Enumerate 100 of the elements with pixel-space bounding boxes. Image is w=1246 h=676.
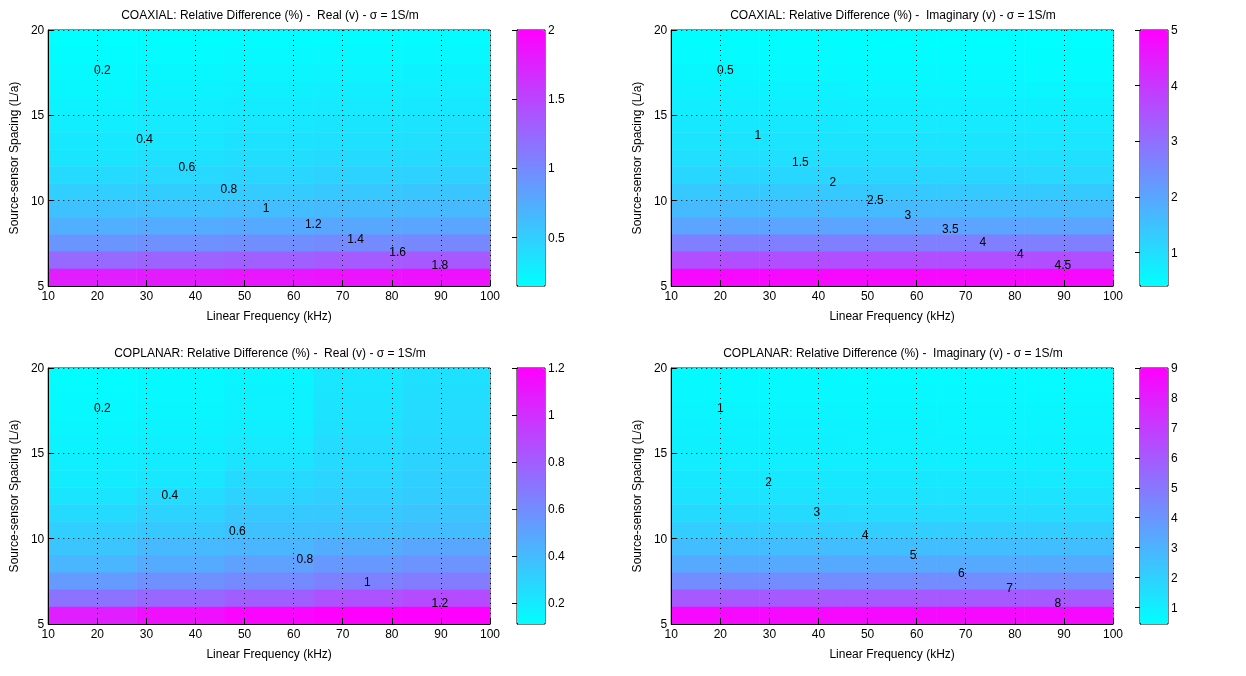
x-tick-label: 80 [1008, 627, 1022, 641]
color-bar-label: 0.4 [548, 548, 566, 563]
color-bar-label: 1 [1171, 600, 1178, 615]
annotation: 1 [262, 200, 270, 215]
annotation: 5 [909, 548, 917, 563]
annotation: 4.5 [1054, 257, 1072, 272]
y-tick-label: 20 [30, 23, 45, 37]
annotation: 1.5 [792, 154, 810, 169]
annotation: 1.8 [431, 257, 449, 272]
annotation: 1.2 [304, 216, 322, 231]
annotation: 4 [861, 528, 869, 543]
annotation: 1 [364, 575, 371, 590]
x-tick-label: 20 [90, 627, 105, 641]
color-bar-label: 6 [1171, 450, 1178, 465]
annotation: 0.2 [94, 63, 112, 78]
color-bar-label: 2 [1171, 570, 1178, 585]
y-tick-label: 10 [30, 193, 45, 208]
x-tick-label: 60 [286, 627, 301, 641]
color-bar-label: 9 [1171, 361, 1178, 375]
annotation: 0.8 [296, 551, 314, 566]
annotation: 7 [1006, 581, 1014, 596]
y-tick-label: 15 [653, 446, 668, 461]
chart-title: COAXIAL: Relative Difference (%) - Imaginary (v) - σ = 1S/m [730, 8, 1056, 22]
color-bar-label: 0.5 [548, 230, 566, 245]
y-tick-label: 15 [653, 108, 668, 123]
chart-title: COPLANAR: Relative Difference (%) - Real (v) - σ = 1S/m [114, 346, 426, 360]
x-tick-label: 20 [713, 627, 728, 641]
x-tick-label: 30 [762, 627, 777, 641]
annotation: 2 [829, 175, 837, 190]
color-bar-label: 1.5 [548, 92, 566, 107]
annotation: 4 [979, 234, 987, 249]
x-tick-label: 50 [860, 289, 875, 303]
y-tick-label: 20 [653, 23, 668, 37]
y-axis-title: Source-sensor Spacing (L/a) [7, 81, 21, 235]
x-tick-label: 50 [860, 627, 875, 641]
x-tick-label: 80 [385, 289, 399, 303]
x-tick-label: 40 [188, 289, 203, 303]
annotation: 4 [1017, 246, 1024, 261]
x-tick-label: 30 [139, 289, 154, 303]
y-axis-title: Source-sensor Spacing (L/a) [630, 419, 644, 573]
color-bar-label: 0.8 [548, 454, 566, 469]
annotation: 3.5 [942, 221, 960, 236]
annotation: 0.6 [178, 160, 196, 175]
y-tick-label: 10 [653, 193, 668, 208]
color-bar-label: 3 [1171, 540, 1178, 555]
x-tick-label: 80 [1008, 289, 1022, 303]
color-bar-label: 1 [1171, 245, 1178, 260]
y-tick-label: 15 [30, 446, 45, 461]
x-tick-label: 80 [385, 627, 399, 641]
y-tick-label: 15 [30, 108, 45, 123]
x-tick-label: 100 [479, 289, 501, 303]
annotation: 2 [765, 474, 773, 489]
x-tick-label: 70 [336, 627, 350, 641]
x-tick-label: 50 [237, 627, 252, 641]
color-bar-label: 1 [548, 407, 555, 422]
x-tick-label: 100 [1102, 627, 1124, 641]
color-bar-label: 2 [548, 23, 555, 37]
y-tick-label: 20 [653, 361, 668, 375]
y-axis-title: Source-sensor Spacing (L/a) [7, 419, 21, 573]
x-tick-label: 30 [762, 289, 777, 303]
x-tick-label: 60 [286, 289, 301, 303]
color-bar-label: 0.6 [548, 501, 566, 516]
x-tick-label: 90 [1057, 289, 1071, 303]
x-tick-label: 70 [336, 289, 350, 303]
chart-title: COPLANAR: Relative Difference (%) - Imaginary (v) - σ = 1S/m [723, 346, 1063, 360]
annotation: 8 [1054, 595, 1062, 610]
y-tick-label: 10 [30, 531, 45, 546]
annotation: 0.4 [161, 488, 179, 503]
color-bar-label: 0.2 [548, 595, 566, 610]
annotation: 0.8 [220, 182, 238, 197]
x-tick-label: 60 [909, 289, 924, 303]
annotation: 0.6 [229, 524, 247, 539]
annotation: 1 [754, 127, 762, 142]
color-bar-label: 3 [1171, 134, 1178, 149]
x-axis-title: Linear Frequency (kHz) [829, 309, 955, 323]
annotation: 0.2 [94, 401, 112, 416]
chart-title: COAXIAL: Relative Difference (%) - Real (v) - σ = 1S/m [121, 8, 419, 22]
x-tick-label: 40 [188, 627, 203, 641]
x-tick-label: 100 [479, 627, 501, 641]
y-axis-title: Source-sensor Spacing (L/a) [630, 81, 644, 235]
y-tick-label: 5 [660, 617, 668, 631]
y-tick-label: 5 [37, 617, 45, 631]
color-bar-label: 1.2 [548, 361, 566, 375]
x-tick-label: 90 [434, 627, 448, 641]
y-tick-label: 10 [653, 531, 668, 546]
annotation: 0.4 [136, 131, 154, 146]
x-axis-title: Linear Frequency (kHz) [206, 309, 332, 323]
x-axis-title: Linear Frequency (kHz) [829, 647, 955, 661]
color-bar-label: 2 [1171, 189, 1178, 204]
x-tick-label: 20 [90, 289, 105, 303]
x-tick-label: 90 [434, 289, 448, 303]
color-bar-label: 4 [1171, 510, 1178, 525]
x-tick-label: 50 [237, 289, 252, 303]
color-bar-label: 4 [1171, 78, 1178, 93]
y-tick-label: 5 [37, 279, 45, 293]
y-tick-label: 20 [30, 361, 45, 375]
annotation: 0.5 [717, 63, 735, 78]
x-tick-label: 40 [811, 627, 826, 641]
annotation: 3 [904, 208, 912, 223]
annotation: 2.5 [867, 192, 885, 207]
